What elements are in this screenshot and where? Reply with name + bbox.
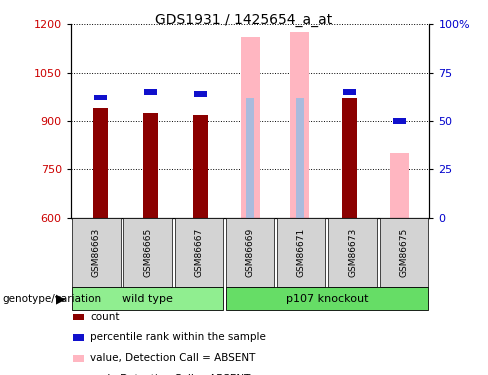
Bar xyxy=(296,98,304,218)
Text: count: count xyxy=(90,312,120,322)
Bar xyxy=(393,118,406,124)
Bar xyxy=(144,89,157,94)
Bar xyxy=(342,98,357,218)
Bar xyxy=(193,114,208,218)
Text: GDS1931 / 1425654_a_at: GDS1931 / 1425654_a_at xyxy=(155,13,333,27)
Text: genotype/variation: genotype/variation xyxy=(2,294,102,303)
Bar xyxy=(290,32,309,218)
Text: GSM86675: GSM86675 xyxy=(399,228,408,277)
Text: GSM86665: GSM86665 xyxy=(143,228,152,277)
Bar xyxy=(143,113,158,218)
Text: wild type: wild type xyxy=(122,294,173,303)
Bar xyxy=(344,89,356,94)
Bar xyxy=(93,108,108,218)
Bar xyxy=(246,98,254,218)
Text: GSM86671: GSM86671 xyxy=(297,228,306,277)
Bar xyxy=(94,95,107,100)
Text: value, Detection Call = ABSENT: value, Detection Call = ABSENT xyxy=(90,353,256,363)
Text: rank, Detection Call = ABSENT: rank, Detection Call = ABSENT xyxy=(90,374,251,375)
Text: GSM86673: GSM86673 xyxy=(348,228,357,277)
Bar xyxy=(241,37,260,218)
Text: ▶: ▶ xyxy=(56,292,66,305)
Text: GSM86669: GSM86669 xyxy=(245,228,255,277)
Text: GSM86667: GSM86667 xyxy=(194,228,203,277)
Bar xyxy=(194,91,206,97)
Text: percentile rank within the sample: percentile rank within the sample xyxy=(90,333,266,342)
Bar xyxy=(390,153,409,218)
Text: p107 knockout: p107 knockout xyxy=(285,294,368,303)
Text: GSM86663: GSM86663 xyxy=(92,228,101,277)
